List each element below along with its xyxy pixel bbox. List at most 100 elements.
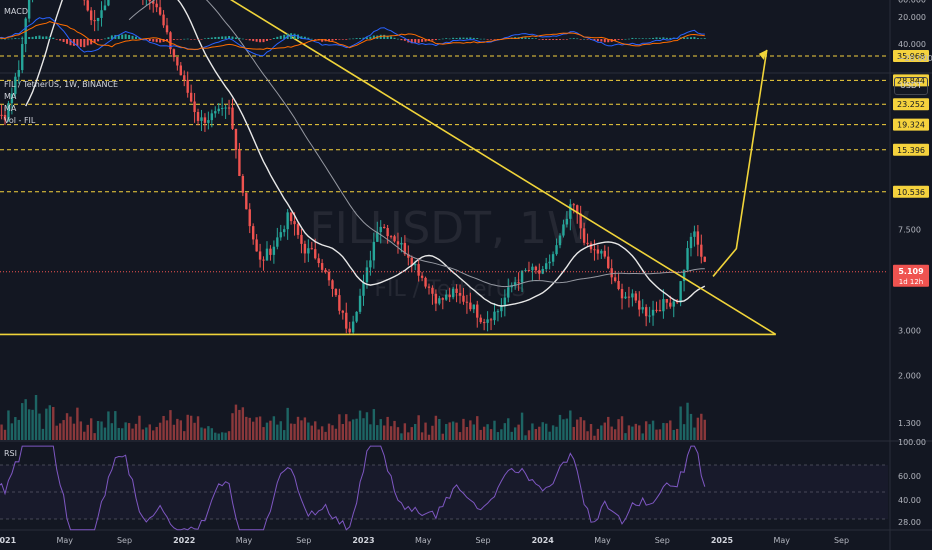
macd-histogram-bar [600, 39, 603, 42]
macd-histogram-bar [234, 37, 237, 39]
level-label: 23.252 [897, 100, 925, 109]
volume-bar [438, 418, 441, 440]
candle-body [465, 301, 469, 303]
price-tick: 3.000 [898, 327, 921, 336]
candle-body [376, 232, 379, 242]
macd-histogram-bar [576, 38, 579, 40]
macd-histogram-bar [365, 37, 368, 39]
macd-tick: −20.000 [898, 54, 932, 63]
volume-bar [217, 433, 220, 440]
volume-bar [382, 425, 386, 440]
candle-body [320, 263, 324, 270]
macd-histogram-bar [41, 36, 44, 39]
volume-bar [448, 422, 451, 440]
macd-histogram-bar [310, 38, 313, 40]
candle-body [520, 270, 524, 283]
candle-body [7, 103, 10, 121]
candle-body [220, 107, 224, 109]
macd-histogram-bar [252, 39, 255, 42]
volume-bar [482, 426, 486, 440]
macd-histogram-bar [103, 38, 106, 40]
indicator-volume[interactable]: Vol - FIL [4, 116, 36, 125]
candle-body [258, 251, 262, 260]
macd-histogram-bar [648, 38, 651, 39]
volume-bar [431, 425, 434, 440]
candle-body [86, 0, 89, 11]
candle-body [496, 311, 500, 313]
candle-body [696, 231, 700, 245]
macd-histogram-bar [452, 37, 455, 39]
indicator-ma-1[interactable]: MA [4, 92, 17, 101]
volume-bar [600, 425, 603, 440]
macd-histogram-bar [490, 39, 493, 40]
candle-body [351, 321, 355, 333]
candle-body [438, 298, 441, 304]
candle-body [200, 117, 203, 121]
indicator-ma-2[interactable]: MA [4, 104, 17, 113]
volume-bar [189, 415, 193, 440]
currency-button[interactable]: USDT [894, 77, 928, 95]
volume-bar [672, 429, 675, 440]
volume-bar [651, 420, 655, 440]
time-tick: May [415, 536, 432, 545]
candle-body [693, 231, 696, 237]
candle-body [165, 25, 169, 33]
volume-bar [158, 422, 162, 440]
volume-bar [648, 424, 651, 440]
macd-label: MACD [4, 7, 28, 16]
descending-trendline[interactable] [23, 0, 777, 336]
macd-histogram-bar [155, 39, 158, 43]
level-label-bg [893, 185, 929, 198]
macd-histogram-bar [279, 35, 282, 39]
volume-bar [507, 418, 510, 440]
volume-bar [31, 409, 34, 440]
volume-bar [410, 427, 413, 440]
macd-histogram-bar [545, 39, 548, 40]
projection-arrow[interactable] [712, 49, 768, 277]
macd-histogram-bar [652, 37, 655, 39]
candle-body [248, 209, 251, 227]
volume-bar [131, 428, 134, 440]
volume-bar [310, 425, 313, 440]
time-tick: May [773, 536, 790, 545]
candle-body [582, 228, 586, 243]
watermark-symbol: FILUSDT, 1W [310, 203, 591, 254]
candle-body [579, 213, 582, 229]
macd-histogram-bar [4, 38, 6, 40]
macd-histogram-bar [359, 38, 362, 39]
candle-body [152, 1, 155, 4]
volume-bar [327, 423, 331, 440]
volume-bar [479, 429, 482, 440]
macd-histogram-bar [207, 37, 210, 39]
rsi-tick: 100.00 [898, 438, 926, 447]
candle-body [689, 236, 693, 249]
candle-body [507, 287, 510, 298]
volume-bar [572, 426, 575, 440]
macd-histogram-bar [562, 39, 565, 40]
candle-body [703, 256, 706, 262]
candle-body [517, 282, 520, 284]
volume-bar [565, 418, 569, 440]
level-label-bg [893, 143, 929, 156]
rsi-line [0, 445, 706, 531]
candle-body [310, 248, 313, 250]
candle-body [227, 107, 231, 109]
macd-histogram-bar [521, 37, 524, 39]
price-tick: 1.300 [898, 419, 921, 428]
price-tick: 2.000 [898, 372, 921, 381]
candle-body [555, 245, 558, 255]
macd-histogram-bar [455, 37, 458, 39]
candle-body [634, 293, 638, 301]
macd-histogram-bar [565, 39, 568, 40]
volume-bar [569, 410, 572, 440]
macd-histogram-bar [307, 37, 310, 39]
macd-pane: 20.000 −20.000 [0, 13, 932, 63]
candle-body [434, 293, 438, 304]
macd-histogram-bar [259, 39, 262, 43]
macd-histogram-bar [110, 35, 113, 39]
candle-body [400, 242, 403, 245]
macd-histogram-bar [93, 39, 96, 44]
macd-histogram-bar [390, 36, 393, 39]
volume-bar [624, 433, 627, 440]
